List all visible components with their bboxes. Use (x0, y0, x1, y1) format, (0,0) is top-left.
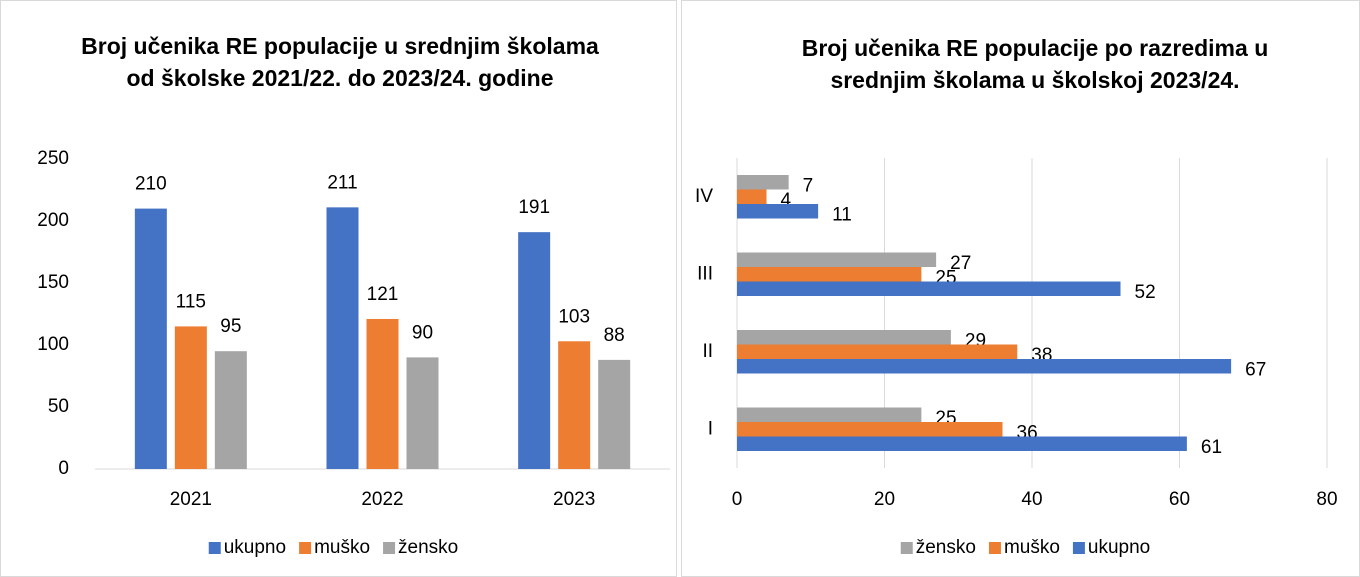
x-tick-label: 2023 (553, 489, 595, 510)
bar (214, 351, 247, 469)
value-label: 52 (1135, 282, 1156, 303)
bar (737, 252, 937, 267)
value-label: 211 (327, 172, 357, 193)
y-tick-label: III (697, 263, 713, 284)
value-label: 191 (518, 197, 550, 218)
bar (737, 344, 1018, 359)
bar (737, 175, 789, 190)
y-tick-label: IV (695, 186, 713, 207)
value-label: 115 (176, 291, 206, 312)
value-label: 88 (604, 325, 625, 346)
bar (737, 281, 1121, 296)
y-tick-label: 150 (37, 272, 69, 293)
x-tick-label: 0 (732, 489, 743, 510)
bar (737, 330, 951, 345)
value-label: 4 (781, 190, 792, 211)
legend-label: muško (1004, 537, 1060, 558)
y-tick-label: 100 (37, 334, 69, 355)
chart-title: Broj učenika RE populacije po razredima … (801, 35, 1269, 93)
bar (558, 341, 591, 469)
x-tick-label: 2021 (170, 489, 212, 510)
legend-swatch (900, 542, 913, 554)
legend-swatch (988, 542, 1001, 554)
bar (366, 318, 399, 469)
y-tick-label: I (708, 418, 713, 439)
legend-swatch (1072, 542, 1085, 554)
bar (134, 208, 167, 469)
value-label: 7 (803, 175, 814, 196)
legend-swatch (383, 542, 396, 554)
legend-label: ukupno (1088, 537, 1150, 558)
value-label: 61 (1201, 437, 1222, 458)
legend-label: ukupno (224, 537, 286, 558)
legend-swatch (299, 542, 312, 554)
y-tick-label: 50 (48, 396, 69, 417)
x-tick-label: 2022 (361, 489, 403, 510)
x-tick-label: 20 (874, 489, 895, 510)
bar (598, 359, 631, 469)
bar (737, 422, 1003, 437)
bar (737, 189, 767, 204)
x-tick-label: 60 (1169, 489, 1190, 510)
bar (737, 267, 922, 282)
bar (737, 436, 1187, 451)
value-label: 67 (1245, 359, 1266, 380)
bar (737, 359, 1232, 374)
y-tick-label: II (702, 341, 713, 362)
bar (406, 357, 439, 469)
x-tick-label: 40 (1021, 489, 1042, 510)
value-label: 121 (367, 284, 399, 305)
legend-swatch (208, 542, 221, 554)
legend-label: muško (314, 537, 370, 558)
value-label: 27 (950, 253, 971, 274)
legend-label: žensko (398, 537, 458, 558)
y-tick-label: 0 (58, 458, 69, 479)
value-label: 11 (832, 204, 852, 225)
x-tick-label: 80 (1316, 489, 1337, 510)
value-label: 103 (558, 306, 590, 327)
bar (326, 207, 359, 470)
chart-title: Broj učenika RE populacije u srednjim šk… (81, 33, 599, 91)
bar (737, 204, 819, 219)
value-label: 210 (135, 174, 167, 195)
value-label: 95 (220, 316, 241, 337)
y-tick-label: 200 (37, 210, 69, 231)
legend-label: žensko (916, 537, 976, 558)
bar (174, 326, 207, 469)
bar (737, 407, 922, 422)
y-tick-label: 250 (37, 148, 69, 169)
value-label: 90 (412, 322, 433, 343)
bar (518, 232, 551, 469)
